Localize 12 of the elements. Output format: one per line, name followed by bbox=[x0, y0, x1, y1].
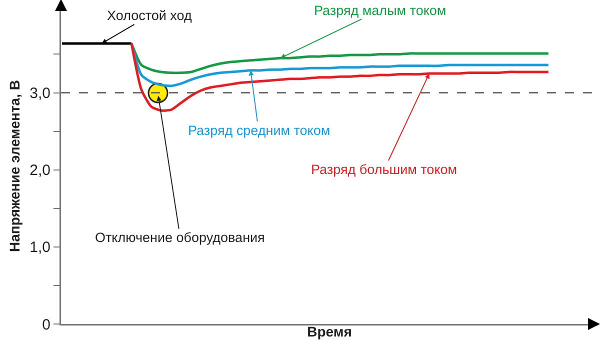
y-tick-label: 2,0 bbox=[30, 162, 50, 180]
line-series bbox=[130, 42, 550, 112]
y-tick-label: 3,0 bbox=[30, 85, 50, 102]
y-axis-title: Напряжение элемента, В bbox=[6, 80, 22, 252]
x-axis-title: Время bbox=[307, 324, 352, 340]
text: Разряд малым током bbox=[314, 3, 446, 18]
text: Разряд средним током bbox=[188, 123, 330, 138]
y-tick-label: 0 bbox=[42, 316, 50, 334]
y-tick-label: 1,0 bbox=[30, 239, 50, 256]
text: Разряд большим током bbox=[311, 162, 458, 177]
annotation: Отключение оборудования bbox=[95, 230, 265, 245]
series-label: Холостой ход bbox=[107, 8, 192, 23]
